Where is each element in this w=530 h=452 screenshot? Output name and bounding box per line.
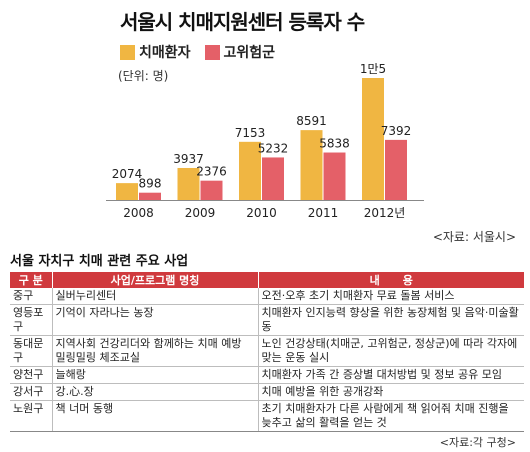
cell-content: 치매환자 가족 간 증상별 대처방법 및 정보 공유 모임 <box>258 366 524 384</box>
data-label-patients: 8591 <box>296 114 327 128</box>
header-program: 사업/프로그램 명칭 <box>52 272 259 288</box>
table-header-row: 구 분 사업/프로그램 명칭 내 용 <box>10 272 524 288</box>
x-tick-label: 2012년 <box>364 206 406 220</box>
bar-high-risk <box>139 192 161 200</box>
cell-program: 늘해랑 <box>52 366 259 384</box>
x-tick-label: 2010 <box>246 206 277 220</box>
x-tick-label: 2009 <box>185 206 216 220</box>
bar-patients <box>177 167 200 200</box>
data-label-high-risk: 2376 <box>196 165 227 179</box>
header-content: 내 용 <box>258 272 524 288</box>
chart-legend: 치매환자 고위험군 <box>120 42 275 62</box>
data-label-high-risk: 898 <box>139 177 162 191</box>
legend-item-patients: 치매환자 <box>120 42 191 62</box>
chart-source: <자료: 서울시> <box>432 230 516 244</box>
bar-patients <box>239 141 261 200</box>
bar-high-risk <box>385 139 407 200</box>
cell-content: 오전·오후 초기 치매환자 무료 돌봄 서비스 <box>258 288 524 305</box>
bar-patients <box>116 183 138 200</box>
cell-content: 노인 건강상태(치매군, 고위험군, 정상군)에 따라 각자에 맞는 운동 실시 <box>258 335 524 367</box>
table-row: 노원구 책 너머 동행 초기 치매환자가 다른 사람에게 책 읽어줘 치매 진행을 … <box>10 400 524 432</box>
bar-patients <box>362 78 384 200</box>
table-row: 영등포구 기억이 자라나는 농장 치매환자 인지능력 향상을 위한 농장체험 및 음… <box>10 304 524 336</box>
cell-district: 영등포구 <box>10 304 53 336</box>
cell-program: 지역사회 건강리더와 함께하는 치매 예방 밀링밀링 체조교실 <box>52 335 259 367</box>
table-row: 중구 실버누리센터 오전·오후 초기 치매환자 무료 돌봄 서비스 <box>10 288 524 305</box>
data-label-patients: 1만5 <box>360 62 386 76</box>
x-tick-label: 2011 <box>308 206 339 220</box>
legend-label-patients: 치매환자 <box>139 45 191 61</box>
data-label-high-risk: 7392 <box>381 124 412 138</box>
unit-label: (단위: 명) <box>118 69 169 83</box>
cell-district: 동대문구 <box>10 335 53 367</box>
bar-high-risk <box>200 180 223 200</box>
table-row: 양천구 늘해랑 치매환자 가족 간 증상별 대처방법 및 정보 공유 모임 <box>10 366 524 384</box>
cell-district: 강서구 <box>10 383 53 401</box>
cell-program: 책 너머 동행 <box>52 400 259 432</box>
cell-content: 치매환자 인지능력 향상을 위한 농장체험 및 음악·미술활동 <box>258 304 524 336</box>
cell-content: 치매 예방을 위한 공개강좌 <box>258 383 524 401</box>
cell-program: 기억이 자라나는 농장 <box>52 304 259 336</box>
cell-district: 양천구 <box>10 366 53 384</box>
header-district: 구 분 <box>10 272 53 288</box>
data-label-patients: 7153 <box>235 126 266 140</box>
legend-swatch-high-risk <box>204 44 220 60</box>
bar-patients <box>300 130 323 200</box>
data-label-patients: 3937 <box>173 152 204 166</box>
data-label-patients: 2074 <box>112 167 143 181</box>
data-label-high-risk: 5838 <box>319 137 350 151</box>
cell-program: 강.心.장 <box>52 383 259 401</box>
legend-swatch-patients <box>120 44 135 60</box>
legend-label-high-risk: 고위험군 <box>223 45 276 61</box>
x-tick-label: 2008 <box>123 206 154 220</box>
table-source: <자료:각 구청> <box>439 436 516 449</box>
cell-content: 초기 치매환자가 다른 사람에게 책 읽어줘 치매 진행을 늦추고 삶의 활력을… <box>258 400 524 432</box>
data-label-high-risk: 5232 <box>258 141 289 155</box>
bar-high-risk <box>323 152 346 200</box>
cell-district: 노원구 <box>10 400 53 432</box>
program-table: 구 분 사업/프로그램 명칭 내 용 중구 실버누리센터 오전·오후 초기 치매환자… <box>10 272 524 432</box>
bar-high-risk <box>262 157 284 200</box>
table-title: 서울 자치구 치매 관련 주요 사업 <box>10 254 189 269</box>
legend-item-high-risk: 고위험군 <box>204 42 276 62</box>
table-row: 강서구 강.心.장 치매 예방을 위한 공개강좌 <box>10 383 524 401</box>
table-row: 동대문구 지역사회 건강리더와 함께하는 치매 예방 밀링밀링 체조교실 노인 건강… <box>10 335 524 367</box>
cell-district: 중구 <box>10 288 53 305</box>
cell-program: 실버누리센터 <box>52 288 259 305</box>
chart-title: 서울시 치매지원센터 등록자 수 <box>120 10 365 34</box>
